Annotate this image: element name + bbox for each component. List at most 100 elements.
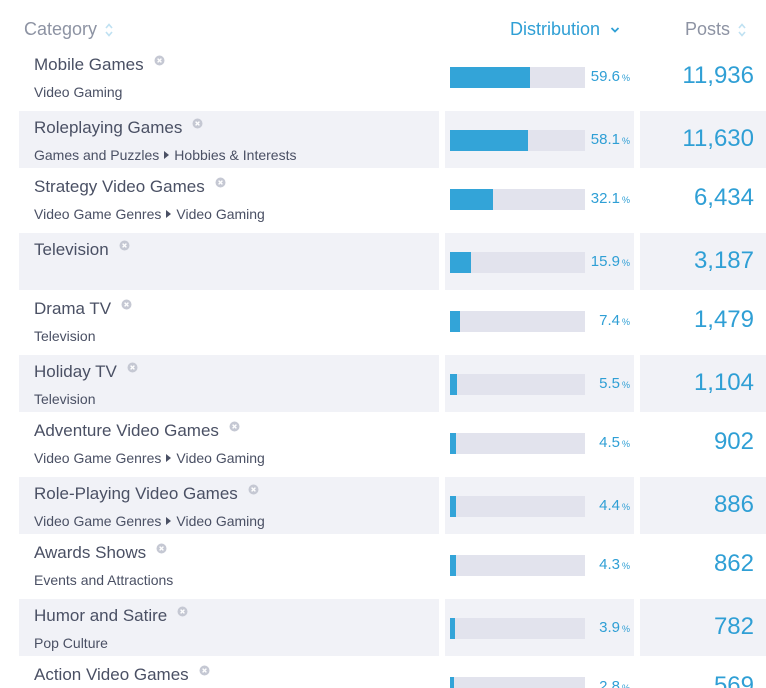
table-row[interactable]: Roleplaying Games Games and Puzzles Hobbie… — [0, 109, 766, 168]
category-name[interactable]: Adventure Video Games — [34, 421, 219, 440]
percent-sign: % — [621, 195, 630, 205]
path-segment[interactable]: Video Gaming — [176, 206, 265, 222]
posts-count: 1,104 — [693, 369, 754, 396]
posts-cell: 6,434 — [640, 170, 766, 227]
category-name[interactable]: Awards Shows — [34, 543, 147, 562]
remove-circle-icon[interactable] — [199, 665, 210, 676]
path-segment[interactable]: Video Gaming — [34, 84, 123, 100]
remove-circle-icon[interactable] — [121, 299, 132, 310]
percent-sign: % — [621, 317, 630, 327]
posts-cell: 1,479 — [640, 292, 766, 349]
table-row[interactable]: Awards Shows Events and Attractions 4.3% 86… — [0, 536, 766, 593]
posts-count: 3,187 — [693, 247, 754, 274]
distribution-header-label: Distribution — [510, 19, 601, 39]
distribution-bar-fill — [450, 130, 529, 151]
table-row[interactable]: Adventure Video Games Video Game Genres Vi… — [0, 414, 766, 471]
distribution-cell: 3.9% — [445, 599, 634, 656]
table-row[interactable]: Role-Playing Video Games Video Game Genre… — [0, 475, 766, 534]
posts-cell: 902 — [640, 414, 766, 471]
sort-updown-icon — [738, 22, 746, 37]
percent-value: 15.9 — [590, 253, 620, 270]
percent-sign: % — [621, 136, 630, 146]
category-path: Events and Attractions — [34, 572, 173, 588]
percent-value: 59.6 — [590, 68, 620, 85]
posts-cell: 862 — [640, 536, 766, 593]
remove-circle-icon[interactable] — [156, 543, 167, 554]
category-path: Video Game Genres Video Gaming — [34, 450, 265, 466]
distribution-percent: 4.4% — [599, 497, 630, 514]
path-segment[interactable]: Video Gaming — [176, 513, 265, 529]
path-segment[interactable]: Hobbies & Interests — [174, 147, 297, 163]
percent-sign: % — [621, 73, 630, 83]
category-name[interactable]: Role-Playing Video Games — [34, 484, 238, 503]
category-name[interactable]: Roleplaying Games — [34, 118, 183, 137]
category-cell: Holiday TV Television — [19, 355, 439, 412]
category-name[interactable]: Humor and Satire — [34, 606, 168, 625]
posts-cell: 11,630 — [640, 111, 766, 168]
path-segment[interactable]: Video Game Genres — [34, 450, 162, 466]
category-path: Video Gaming — [34, 84, 122, 100]
distribution-percent: 58.1% — [591, 131, 630, 148]
distribution-bar-track — [450, 189, 585, 210]
path-segment[interactable]: Games and Puzzles — [34, 147, 160, 163]
chevron-down-icon — [610, 26, 620, 34]
category-path: Games and Puzzles Hobbies & Interests — [34, 147, 296, 163]
category-name[interactable]: Holiday TV — [34, 362, 117, 381]
remove-circle-icon[interactable] — [154, 55, 165, 66]
table-row[interactable]: Holiday TV Television 5.5% 1,104 — [0, 353, 766, 412]
path-segment[interactable]: Television — [34, 328, 96, 344]
category-name-wrap: Mobile Games — [34, 55, 165, 75]
category-name-wrap: Drama TV — [34, 299, 132, 319]
percent-sign: % — [621, 502, 630, 512]
remove-circle-icon[interactable] — [192, 118, 203, 129]
percent-value: 2.8 — [599, 678, 620, 688]
category-name[interactable]: Action Video Games — [34, 665, 189, 684]
path-segment[interactable]: Pop Culture — [34, 635, 108, 651]
distribution-column-header[interactable]: Distribution — [510, 19, 620, 40]
remove-circle-icon[interactable] — [248, 484, 259, 495]
posts-count: 569 — [713, 672, 754, 688]
category-column-header[interactable]: Category — [24, 19, 113, 40]
percent-sign: % — [621, 561, 630, 571]
remove-circle-icon[interactable] — [119, 240, 130, 251]
distribution-bar-fill — [450, 677, 454, 688]
table-row[interactable]: Television 15.9% 3,187 — [0, 231, 766, 290]
path-segment[interactable]: Television — [34, 391, 96, 407]
percent-value: 4.5 — [599, 434, 620, 451]
distribution-bar-fill — [450, 555, 456, 576]
table-row[interactable]: Humor and Satire Pop Culture 3.9% 782 — [0, 597, 766, 656]
category-name-wrap: Strategy Video Games — [34, 177, 226, 197]
table-row[interactable]: Drama TV Television 7.4% 1,479 — [0, 292, 766, 349]
percent-value: 32.1 — [590, 190, 620, 207]
distribution-cell: 4.3% — [445, 536, 634, 593]
category-name[interactable]: Strategy Video Games — [34, 177, 205, 196]
posts-count: 886 — [713, 491, 754, 518]
path-segment[interactable]: Events and Attractions — [34, 572, 174, 588]
caret-right-icon — [166, 454, 172, 462]
distribution-percent: 3.9% — [599, 619, 630, 636]
remove-circle-icon[interactable] — [229, 421, 240, 432]
path-segment[interactable]: Video Game Genres — [34, 513, 162, 529]
category-name-wrap: Television — [34, 240, 130, 260]
category-path: Television — [34, 328, 95, 344]
posts-column-header[interactable]: Posts — [685, 19, 746, 40]
distribution-bar-track — [450, 67, 585, 88]
path-segment[interactable]: Video Gaming — [176, 450, 265, 466]
posts-cell: 11,936 — [640, 48, 766, 105]
table-row[interactable]: Strategy Video Games Video Game Genres Vid… — [0, 170, 766, 227]
distribution-bar-track — [450, 618, 585, 639]
table-row[interactable]: Mobile Games Video Gaming 59.6% 11,936 — [0, 48, 766, 105]
posts-cell: 1,104 — [640, 355, 766, 412]
distribution-bar-fill — [450, 374, 458, 395]
remove-circle-icon[interactable] — [215, 177, 226, 188]
category-name[interactable]: Mobile Games — [34, 55, 144, 74]
category-name[interactable]: Drama TV — [34, 299, 112, 318]
percent-value: 5.5 — [599, 375, 620, 392]
distribution-bar-track — [450, 311, 585, 332]
category-name[interactable]: Television — [34, 240, 109, 259]
remove-circle-icon[interactable] — [177, 606, 188, 617]
path-segment[interactable]: Video Game Genres — [34, 206, 162, 222]
remove-circle-icon[interactable] — [127, 362, 138, 373]
